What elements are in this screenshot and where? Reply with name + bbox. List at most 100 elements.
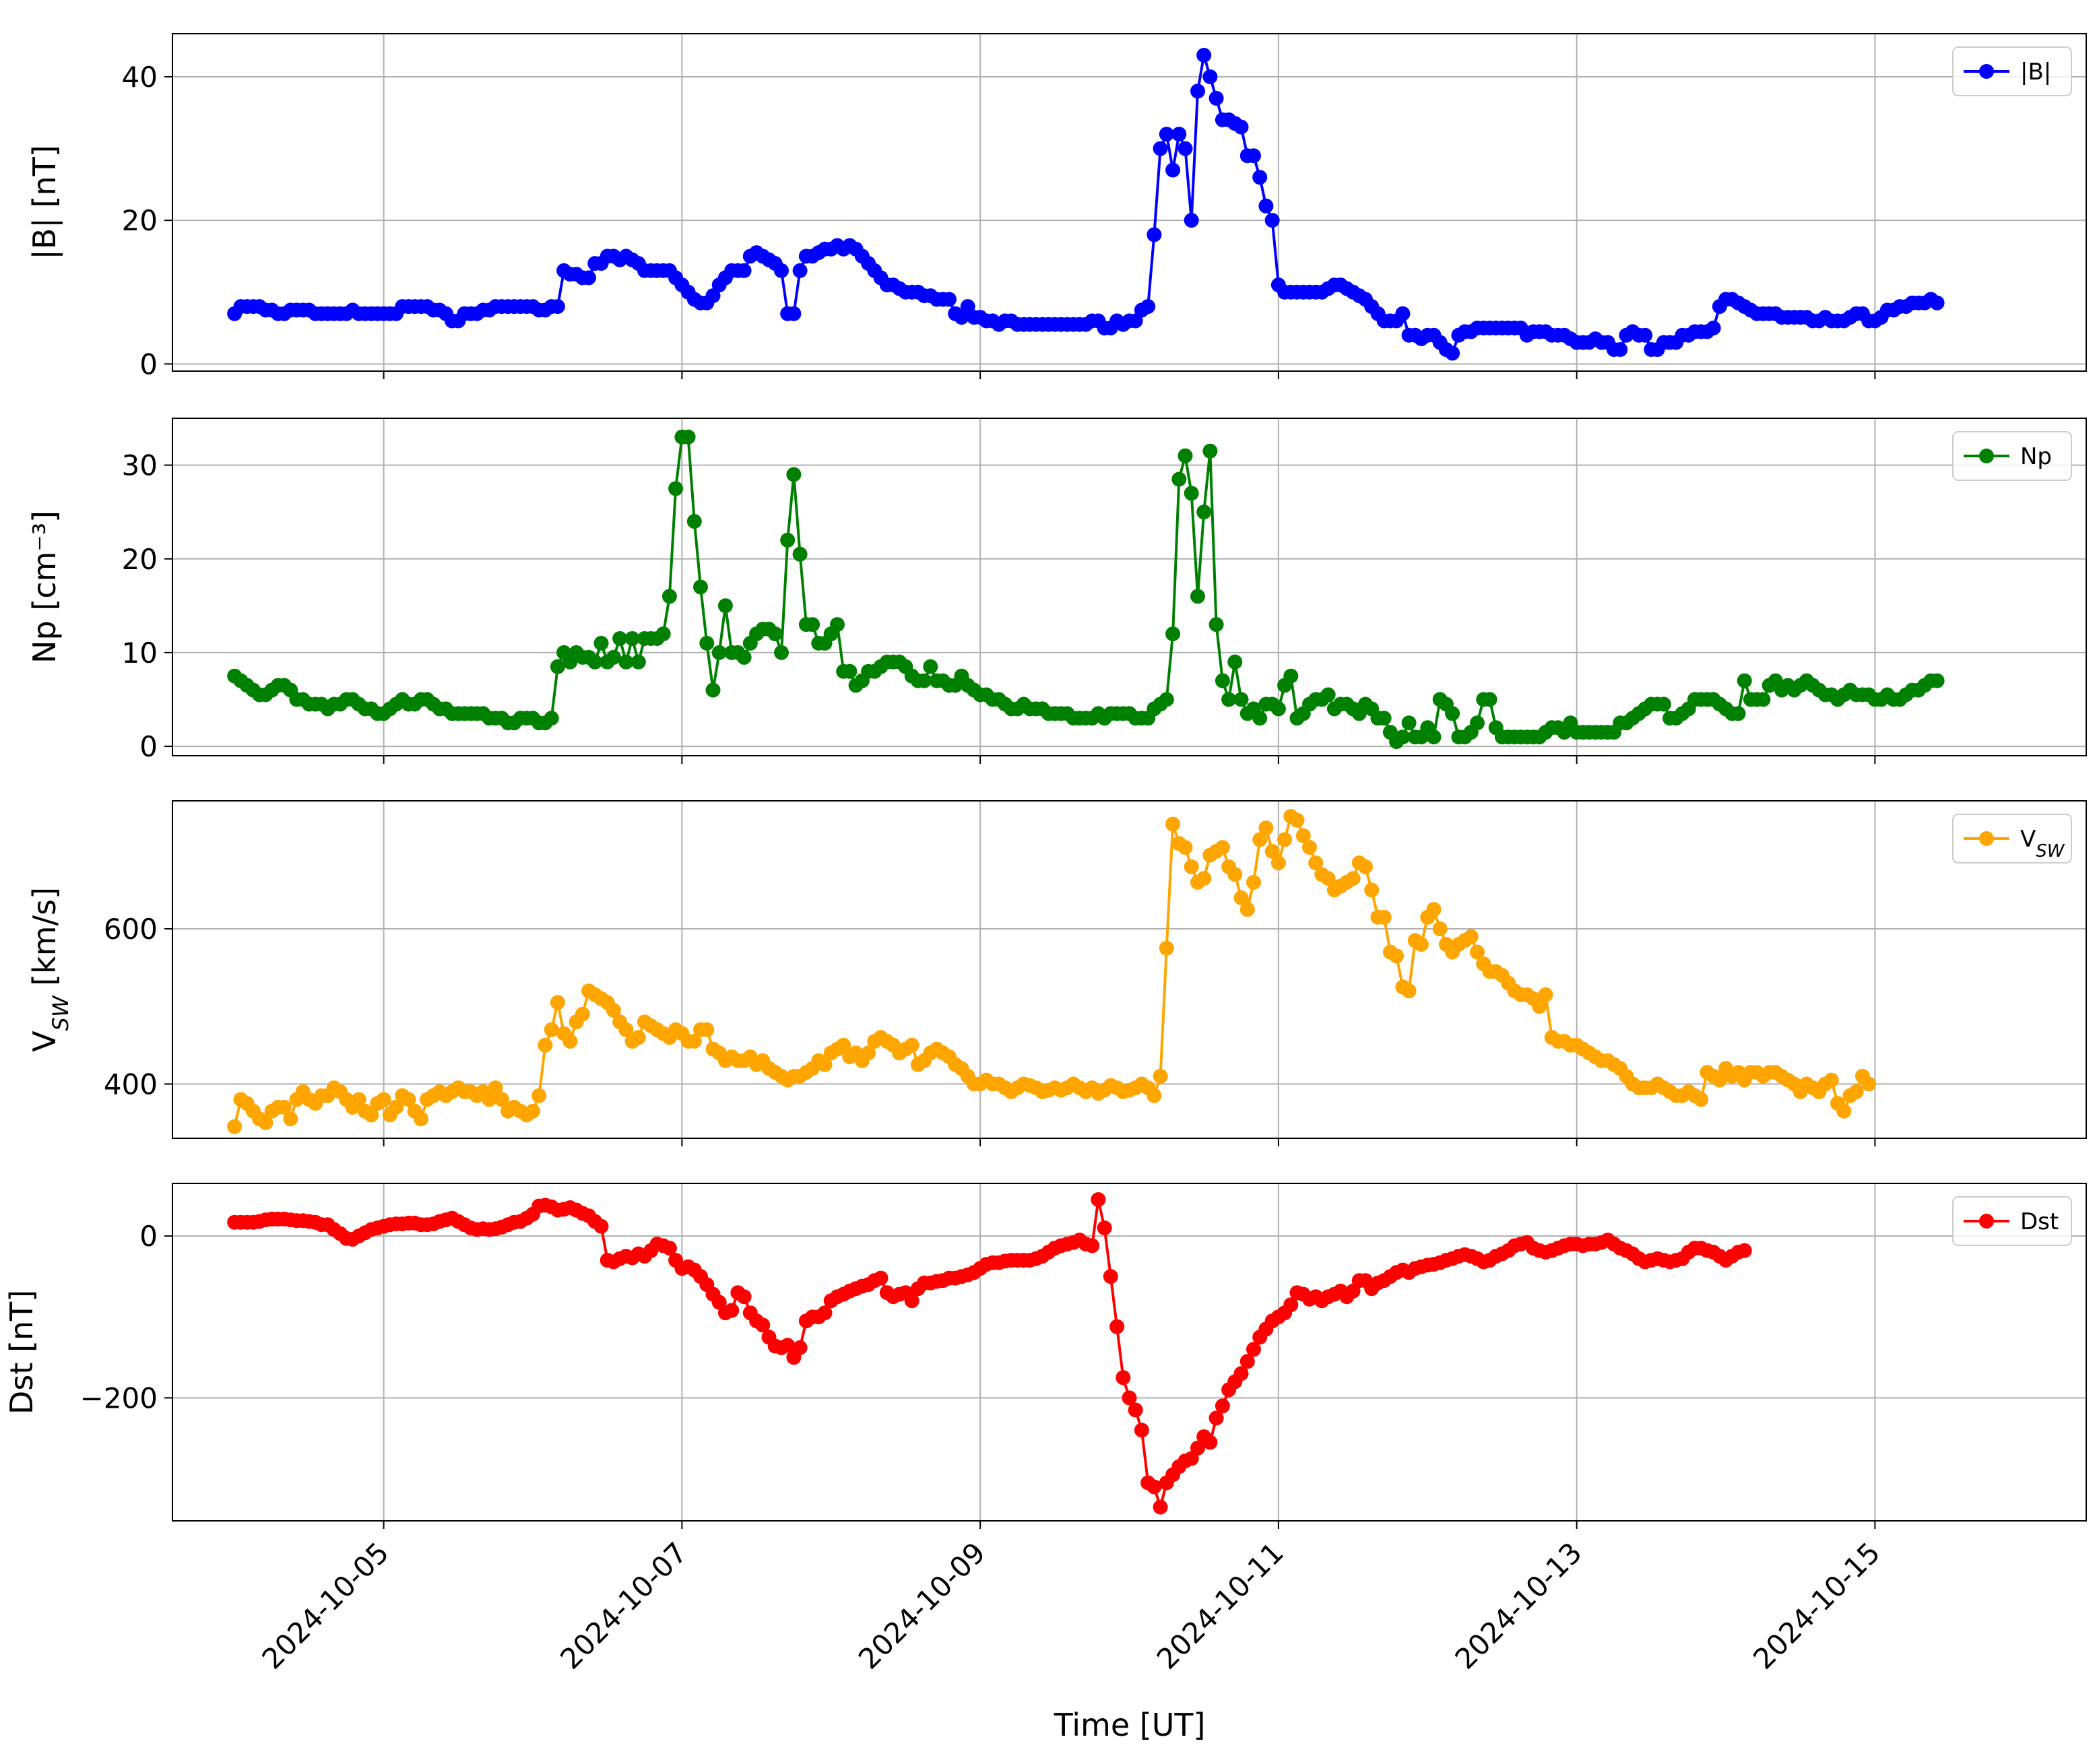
legend-marker-swatch [1979,64,1994,79]
data-point [1289,812,1305,828]
data-point [1233,890,1249,905]
data-point [538,1037,553,1053]
data-point [792,263,808,278]
data-point [1848,1084,1864,1099]
data-point [1345,871,1361,886]
data-point [544,711,559,726]
data-point [693,579,708,595]
data-point [351,1092,366,1107]
series-markers [227,429,1945,750]
data-point [1147,227,1162,242]
data-point [904,1037,920,1053]
data-point [1134,1423,1149,1438]
data-point [618,654,634,669]
y-tick-label: 20 [122,204,158,237]
legend-label: Np [2020,443,2052,470]
y-axis-label: Dst [nT] [3,1290,40,1414]
data-point [786,306,802,321]
data-point [1202,69,1218,84]
data-point [1364,882,1380,898]
data-point [1208,90,1224,106]
data-point [1445,706,1460,721]
data-point [1731,706,1746,721]
data-point [1252,832,1268,847]
data-point [1432,921,1448,936]
data-point [1221,692,1237,707]
series-markers [227,1192,1752,1515]
data-point [1190,589,1205,604]
y-tick-label: 0 [139,348,158,381]
data-point [817,1057,833,1072]
data-point [662,1241,677,1256]
data-point [699,636,715,651]
legend: Dst [1952,1196,2072,1246]
data-point [1737,1243,1752,1258]
data-point [401,1092,416,1107]
data-point [258,1115,273,1130]
data-point [1358,859,1373,874]
data-point [1128,1402,1143,1418]
data-point [606,649,621,665]
data-point [1532,999,1547,1014]
data-point [581,270,596,286]
data-point [1389,948,1405,964]
legend-box [1952,814,2072,863]
data-point [1395,729,1411,745]
data-point [755,1317,771,1333]
data-point [1208,1410,1224,1426]
legend-box [1952,1196,2072,1246]
data-point [1376,711,1392,726]
data-point [1283,1297,1299,1313]
data-point [1177,141,1193,156]
data-point [1153,1499,1168,1515]
legend: |B| [1952,46,2072,96]
data-point [1227,867,1243,882]
data-point [1426,902,1442,917]
data-point [631,1030,646,1045]
data-point [1246,1342,1261,1357]
data-point [1202,1435,1218,1450]
data-point [736,263,752,278]
data-point [525,1103,540,1119]
data-point [836,1037,851,1053]
data-point [631,654,646,669]
legend-box [1952,431,2072,481]
y-tick-label: 0 [139,1220,158,1253]
data-point [699,1022,715,1037]
data-point [1147,1088,1162,1103]
data-point [1184,859,1199,874]
y-axis-label: Np [cm⁻³] [26,511,63,663]
data-point [1122,1390,1137,1406]
data-point [1401,715,1417,731]
data-point [544,1022,559,1037]
panel-2: 0 10 20 30 Np [cm⁻³] Np [26,418,2087,764]
data-point [923,659,938,674]
data-point [1264,213,1280,228]
data-point [736,649,752,665]
data-point [376,1092,391,1107]
data-point [1401,983,1417,999]
data-point [1482,692,1497,707]
data-point [618,1022,634,1037]
data-point [774,645,789,660]
data-point [786,467,802,482]
data-point [1320,871,1336,886]
data-point [1737,673,1752,688]
data-point [1140,299,1156,315]
data-point [1159,692,1174,707]
data-point [1233,119,1249,135]
data-point [1165,162,1181,178]
data-point [1861,1076,1877,1092]
data-point [1177,840,1193,855]
data-point [780,532,796,548]
data-point [1190,84,1205,99]
data-point [1246,148,1261,164]
data-point [227,1119,243,1134]
legend: Np [1952,431,2072,481]
data-point [1258,198,1274,214]
data-point [277,1099,292,1115]
data-point [873,1270,889,1286]
data-point [1239,902,1255,917]
data-point [1239,1354,1255,1369]
